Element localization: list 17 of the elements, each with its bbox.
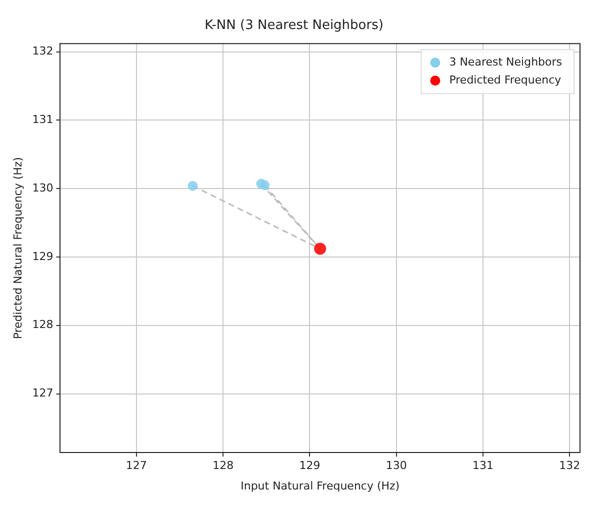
legend-label: Predicted Frequency [449,73,562,86]
y-tick-label: 127 [32,386,54,400]
x-tick-label: 129 [299,459,320,472]
chart-title: K-NN (3 Nearest Neighbors) [204,18,384,34]
x-axis-title: Input Natural Frequency (Hz) [240,479,400,492]
y-tick-label: 130 [32,181,54,194]
x-tick-label: 127 [126,459,147,472]
y-tick-label: 132 [32,44,54,58]
y-tick-label: 131 [32,113,54,126]
legend-label: 3 Nearest Neighbors [449,55,562,68]
y-axis-title: Predicted Natural Frequency (Hz) [11,157,24,340]
y-tick-label: 129 [32,250,54,263]
y-tick-label: 128 [32,318,54,332]
x-tick-label: 132 [559,459,580,472]
x-tick-label: 128 [212,459,234,472]
x-tick-label: 130 [386,459,407,472]
x-tick-label: 131 [472,459,494,472]
